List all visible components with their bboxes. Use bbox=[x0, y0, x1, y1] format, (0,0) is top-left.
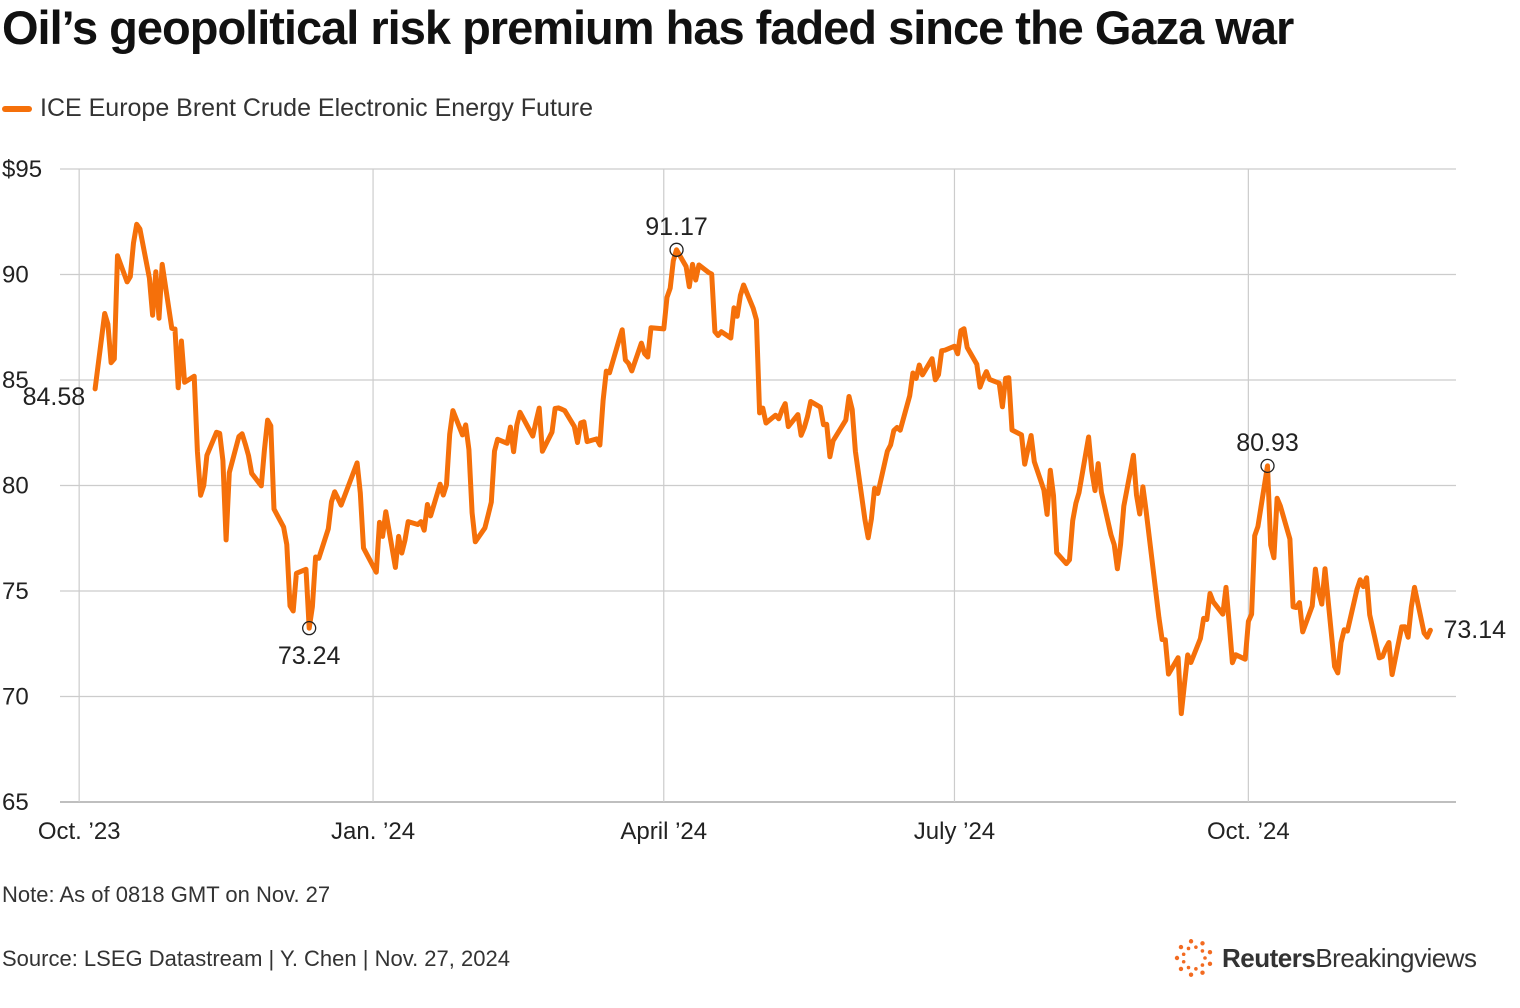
logo-dot bbox=[1207, 949, 1213, 955]
chart-note: Note: As of 0818 GMT on Nov. 27 bbox=[2, 882, 331, 907]
series-line-brent bbox=[92, 221, 1433, 717]
y-tick-label: 65 bbox=[2, 789, 29, 816]
series-layer bbox=[92, 221, 1433, 717]
x-tick-label: Oct. ’23 bbox=[38, 818, 121, 845]
annotation-label: 80.93 bbox=[1236, 429, 1299, 457]
logo-dot bbox=[1200, 949, 1205, 953]
x-tick-label: Oct. ’24 bbox=[1207, 818, 1290, 845]
logo-text: ReutersBreakingviews bbox=[1222, 942, 1477, 974]
logo-dot bbox=[1200, 941, 1205, 946]
logo-dot bbox=[1203, 956, 1207, 960]
logo-dot bbox=[1200, 970, 1205, 975]
logo-dot bbox=[1174, 955, 1180, 961]
logo-dot bbox=[1181, 952, 1186, 957]
annotation-marker bbox=[1260, 458, 1275, 474]
annotation-label: 73.14 bbox=[1443, 616, 1506, 644]
logo-dot bbox=[1178, 966, 1184, 972]
annotation-label: 73.24 bbox=[278, 642, 341, 670]
y-tick-label: 70 bbox=[2, 684, 29, 711]
logo-dot bbox=[1188, 972, 1194, 977]
reuters-dots-icon bbox=[1174, 939, 1213, 977]
line-chart: $95 90 85 80 75 70 65 Oct. ’23 Jan. ’24 April ’24… bbox=[2, 156, 1507, 845]
y-tick-label: 75 bbox=[2, 578, 29, 605]
annotation-marker bbox=[669, 242, 684, 257]
legend-label: ICE Europe Brent Crude Electronic Energy… bbox=[40, 94, 594, 122]
annotation-layer: 84.58 73.24 91.17 80.93 73.14 bbox=[23, 213, 1507, 670]
logo-dot bbox=[1207, 961, 1213, 967]
annotation-marker bbox=[302, 620, 317, 636]
legend-swatch bbox=[2, 105, 32, 112]
logo-dot bbox=[1186, 946, 1191, 951]
x-tick-label: July ’24 bbox=[914, 818, 995, 845]
annotation-label: 84.58 bbox=[23, 383, 86, 411]
y-tick-label: 80 bbox=[2, 473, 29, 500]
y-tick-label: $95 bbox=[2, 156, 42, 183]
x-tick-label: Jan. ’24 bbox=[331, 818, 415, 845]
grid-layer: $95 90 85 80 75 70 65 Oct. ’23 Jan. ’24 April ’24… bbox=[2, 156, 1456, 845]
logo-text-light: Breakingviews bbox=[1315, 942, 1477, 973]
logo-dot bbox=[1178, 944, 1184, 950]
logo-dot bbox=[1188, 939, 1194, 944]
y-tick-label: 90 bbox=[2, 262, 29, 289]
logo-dot bbox=[1194, 945, 1198, 949]
reuters-breakingviews-logo: ReutersBreakingviews bbox=[1174, 938, 1477, 978]
annotation-label: 91.17 bbox=[645, 213, 708, 241]
logo-dot bbox=[1194, 967, 1198, 971]
y-tick-label: 85 bbox=[2, 367, 29, 394]
legend: ICE Europe Brent Crude Electronic Energy… bbox=[2, 94, 593, 123]
logo-dot bbox=[1200, 963, 1205, 967]
chart-title: Oil’s geopolitical risk premium has fade… bbox=[2, 1, 1294, 54]
logo-dot bbox=[1181, 959, 1186, 964]
chart-source: Source: LSEG Datastream | Y. Chen | Nov.… bbox=[2, 946, 510, 971]
logo-dot bbox=[1186, 965, 1191, 970]
x-tick-label: April ’24 bbox=[620, 818, 707, 845]
logo-text-bold: Reuters bbox=[1222, 942, 1316, 973]
